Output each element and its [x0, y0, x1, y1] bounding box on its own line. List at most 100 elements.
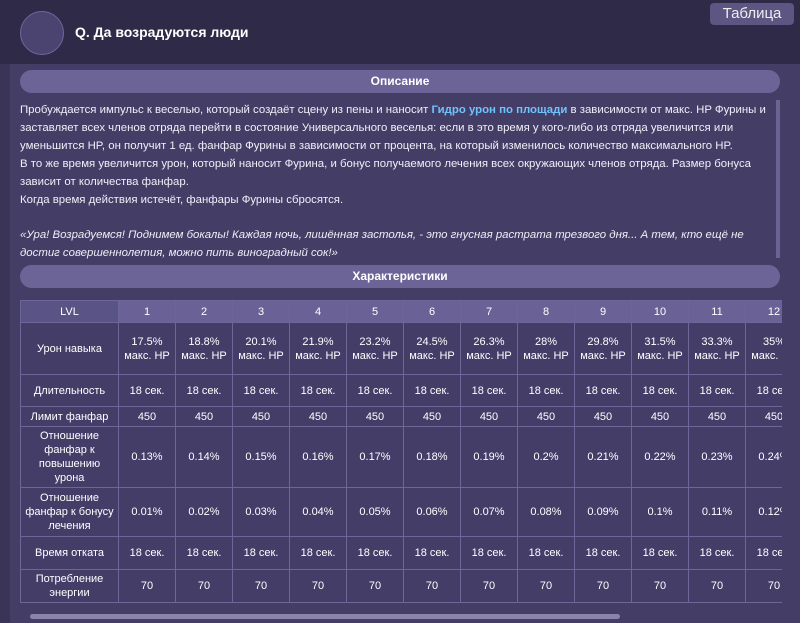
row-label: Отношение фанфар к повышению урона [20, 426, 119, 488]
cell: 70 [631, 569, 689, 603]
cell: 18 сек. [118, 536, 176, 570]
cell: 28% макс. HP [517, 322, 575, 375]
paragraph: В то же время увеличится урон, который н… [20, 158, 751, 188]
cell: 18 сек. [175, 374, 233, 407]
cell: 17.5% макс. HP [118, 322, 176, 375]
column-header: 3 [232, 300, 290, 323]
cell: 450 [574, 406, 632, 427]
cell: 70 [745, 569, 782, 603]
cell: 70 [688, 569, 746, 603]
cell: 450 [232, 406, 290, 427]
cell: 18 сек. [175, 536, 233, 570]
cell: 18 сек. [688, 536, 746, 570]
column-header: 1 [118, 300, 176, 323]
cell: 450 [688, 406, 746, 427]
header-row: LVL 1 2 3 4 5 6 7 8 9 10 11 12 [20, 300, 782, 323]
cell: 0.04% [289, 487, 347, 537]
cell: 23.2% макс. HP [346, 322, 404, 375]
cell: 0.06% [403, 487, 461, 537]
cell: 0.16% [289, 426, 347, 488]
row: Время отката 18 сек. 18 сек. 18 сек. 18 сек.… [20, 536, 782, 570]
cell: 0.24% [745, 426, 782, 488]
scrollbar[interactable] [30, 614, 620, 619]
cell: 18 сек. [631, 374, 689, 407]
row-label: Урон навыка [20, 322, 119, 375]
cell: 29.8% макс. HP [574, 322, 632, 375]
header: Q. Да возрадуются люди Таблица [0, 0, 800, 64]
cell: 0.01% [118, 487, 176, 537]
row: Потребление энергии 70 70 70 70 70 70 70 70 70 70 7… [20, 569, 782, 603]
cell: 0.1% [631, 487, 689, 537]
cell: 0.22% [631, 426, 689, 488]
cell: 70 [175, 569, 233, 603]
paragraph: Когда время действия истечёт, фанфары Фу… [20, 194, 344, 206]
cell: 70 [232, 569, 290, 603]
cell: 450 [517, 406, 575, 427]
row: Лимит фанфар 450 450 450 450 450 450 450 450 450 4… [20, 406, 782, 427]
cell: 70 [574, 569, 632, 603]
cell: 18 сек. [403, 536, 461, 570]
description: Пробуждается импульс к веселью, который … [20, 101, 772, 262]
cell: 18 сек. [688, 374, 746, 407]
cell: 70 [460, 569, 518, 603]
cell: 35% макс. HP [745, 322, 782, 375]
cell: 0.12% [745, 487, 782, 537]
cell: 0.23% [688, 426, 746, 488]
row: Отношение фанфар к повышению урона 0.13% 0… [20, 426, 782, 488]
column-header: 12 [745, 300, 782, 323]
column-header: 7 [460, 300, 518, 323]
cell: 18 сек. [574, 374, 632, 407]
scrollbar[interactable] [776, 100, 780, 258]
cell: 18 сек. [118, 374, 176, 407]
cell: 18 сек. [346, 536, 404, 570]
cell: 18 сек. [346, 374, 404, 407]
row-label: Время отката [20, 536, 119, 570]
cell: 0.09% [574, 487, 632, 537]
cell: 0.03% [232, 487, 290, 537]
cell: 450 [289, 406, 347, 427]
cell: 0.2% [517, 426, 575, 488]
column-header: 9 [574, 300, 632, 323]
cell: 0.14% [175, 426, 233, 488]
skill-icon [20, 11, 64, 55]
cell: 0.05% [346, 487, 404, 537]
cell: 18 сек. [460, 536, 518, 570]
highlight: Гидро урон по площади [431, 104, 568, 116]
cell: 0.17% [346, 426, 404, 488]
cell: 0.08% [517, 487, 575, 537]
cell: 24.5% макс. HP [403, 322, 461, 375]
cell: 18 сек. [460, 374, 518, 407]
cell: 18 сек. [517, 536, 575, 570]
title: Q. Да возрадуются люди [75, 24, 249, 40]
cell: 33.3% макс. HP [688, 322, 746, 375]
cell: 450 [346, 406, 404, 427]
cell: 70 [346, 569, 404, 603]
row: Урон навыка 17.5% макс. HP 18.8% макс. HP 2… [20, 322, 782, 375]
cell: 70 [289, 569, 347, 603]
cell: 450 [631, 406, 689, 427]
cell: 18 сек. [745, 374, 782, 407]
section-heading: Описание [20, 70, 780, 93]
row: Длительность 18 сек. 18 сек. 18 сек. 18 сек.… [20, 374, 782, 407]
cell: 18 сек. [745, 536, 782, 570]
column-header: 10 [631, 300, 689, 323]
cell: 31.5% макс. HP [631, 322, 689, 375]
text: в зависимости от макс. HP Фурины и заста… [20, 104, 766, 152]
row-label: Потребление энергии [20, 569, 119, 603]
cell: 70 [118, 569, 176, 603]
cell: 450 [403, 406, 461, 427]
cell: 18 сек. [631, 536, 689, 570]
section-heading: Характеристики [20, 265, 780, 288]
cell: 18 сек. [289, 536, 347, 570]
cell: 0.13% [118, 426, 176, 488]
cell: 450 [118, 406, 176, 427]
row-label: Лимит фанфар [20, 406, 119, 427]
cell: 450 [460, 406, 518, 427]
cell: 18 сек. [574, 536, 632, 570]
column-header: 2 [175, 300, 233, 323]
cell: 450 [745, 406, 782, 427]
tab-button[interactable]: Таблица [710, 3, 794, 25]
cell: 18 сек. [403, 374, 461, 407]
cell: 18 сек. [232, 374, 290, 407]
